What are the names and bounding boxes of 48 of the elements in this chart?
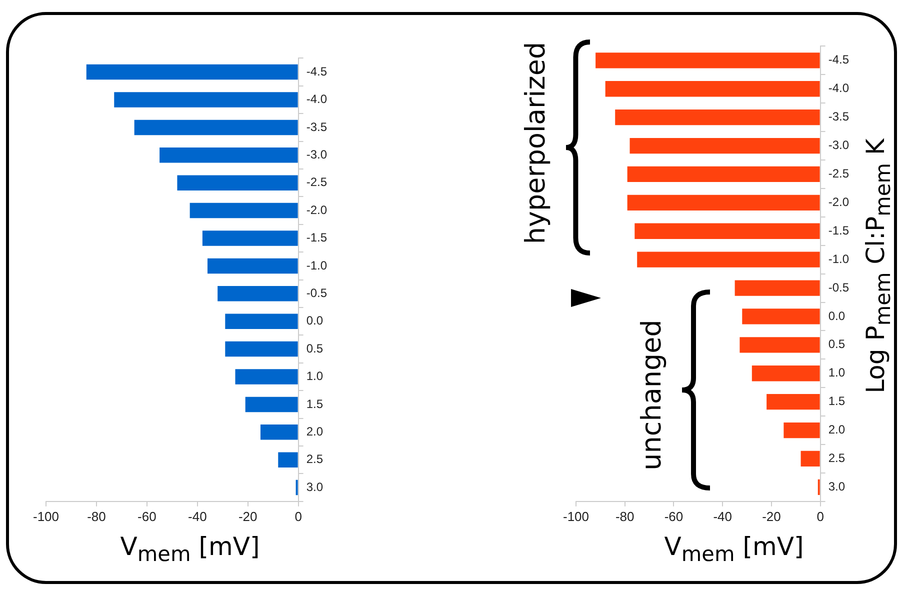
y-tick-label: -3.5 — [828, 110, 850, 124]
y-tick-label: 1.0 — [306, 369, 324, 384]
y-tick-label: -3.5 — [306, 120, 328, 134]
y-tick-label: 2.5 — [306, 452, 324, 466]
y-tick-label: 0.5 — [828, 337, 846, 352]
x-tick-label: -60 — [664, 508, 684, 524]
x-tick-label: -80 — [615, 508, 634, 524]
y-tick-label: -1.5 — [828, 223, 850, 238]
y-tick-label: -3.0 — [306, 147, 328, 162]
x-tick-label: 0 — [816, 508, 824, 524]
y-tick-label: -0.5 — [828, 280, 850, 294]
y-tick-label: 0.5 — [306, 341, 324, 356]
y-tick-label: -4.5 — [828, 52, 850, 67]
y-tick-label: 0.0 — [828, 308, 846, 323]
y-tick-label: -2.5 — [828, 166, 850, 181]
y-tick-label: 0.0 — [306, 314, 324, 328]
y-tick-label: -1.0 — [828, 252, 850, 266]
x-axis-title: V$_{mem}$ [mV] — [120, 532, 260, 566]
y-tick-label: -4.5 — [306, 64, 328, 78]
x-tick-label: -20 — [238, 508, 258, 524]
x-tick-label: -100 — [562, 508, 590, 524]
y-tick-label: -3.0 — [828, 138, 850, 152]
y-tick-label: 2.0 — [306, 424, 324, 438]
y-tick-label: -1.5 — [306, 230, 328, 245]
x-tick-label: -80 — [87, 508, 106, 524]
x-tick-label: -40 — [713, 508, 732, 524]
y-tick-label: -4.0 — [306, 92, 328, 106]
y-tick-label: 1.0 — [828, 366, 846, 380]
y-tick-label: -4.0 — [828, 81, 850, 96]
y-tick-label: -0.5 — [306, 286, 328, 300]
y-tick-label: 1.5 — [828, 394, 846, 408]
y-tick-label: 2.5 — [828, 451, 846, 466]
x-axis-title: V$_{mem}$ [mV] — [664, 532, 804, 566]
x-tick-label: -100 — [32, 508, 60, 524]
y-tick-label: -2.0 — [828, 194, 850, 209]
y-tick-label: 3.0 — [828, 479, 846, 494]
x-tick-label: -40 — [188, 508, 207, 524]
y-tick-label: -2.5 — [306, 175, 328, 190]
y-tick-label: -2.0 — [306, 202, 328, 217]
x-tick-label: 0 — [294, 508, 302, 524]
y-tick-label: 1.5 — [306, 396, 324, 411]
annotation: unchanged — [636, 320, 668, 470]
y-tick-label: 2.0 — [828, 422, 846, 437]
y-tick-label: -1.0 — [306, 258, 328, 272]
x-tick-label: -20 — [762, 508, 781, 524]
text: hyperpolarized — [520, 42, 552, 244]
x-tick-label: -60 — [138, 508, 156, 524]
y-tick-label: 3.0 — [306, 480, 324, 494]
